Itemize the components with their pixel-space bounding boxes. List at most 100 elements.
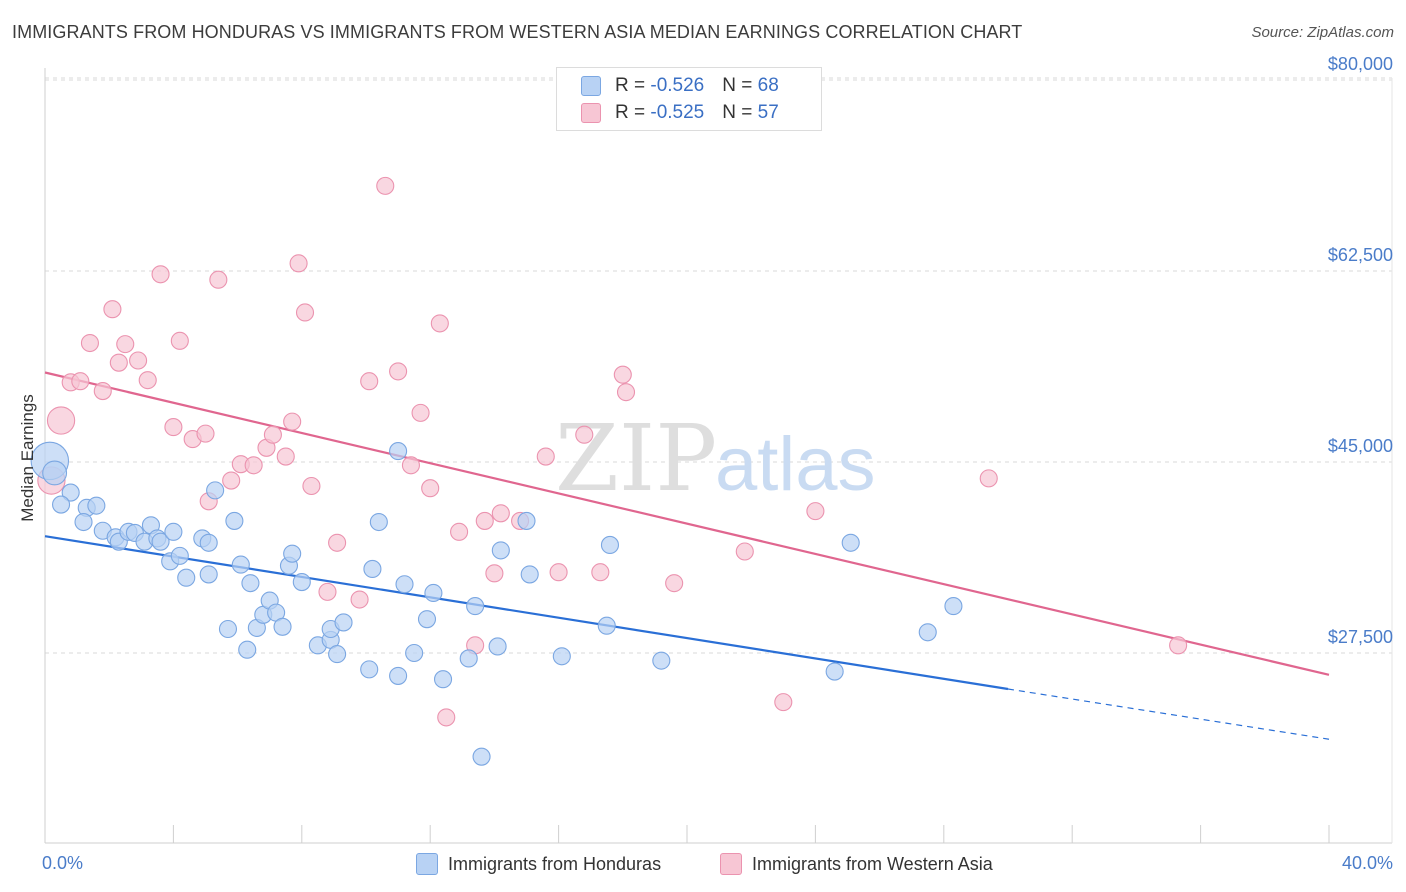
data-point-honduras[interactable] [841,533,860,552]
data-point-honduras[interactable] [600,535,620,554]
data-point-honduras[interactable] [151,532,170,551]
data-point-western_asia[interactable] [616,383,636,402]
data-point-honduras[interactable] [517,511,536,530]
data-point-honduras[interactable] [225,511,244,530]
data-point-honduras[interactable] [238,640,257,659]
data-point-western_asia[interactable] [665,574,684,593]
data-point-honduras[interactable] [424,583,443,603]
trend-line-extension-honduras [1007,688,1330,740]
data-point-western_asia[interactable] [350,590,369,609]
data-point-western_asia[interactable] [575,425,594,444]
data-point-honduras[interactable] [292,573,311,592]
data-point-western_asia[interactable] [591,563,610,582]
data-point-western_asia[interactable] [196,424,215,443]
data-point-western_asia[interactable] [283,412,302,431]
data-point-honduras[interactable] [825,662,844,681]
data-point-western_asia[interactable] [103,300,122,319]
data-point-western_asia[interactable] [80,333,99,353]
data-point-western_asia[interactable] [437,708,456,727]
data-point-honduras[interactable] [417,610,437,629]
data-point-western_asia[interactable] [806,502,825,521]
legend-item-western-asia[interactable]: Immigrants from Western Asia [720,851,993,877]
data-point-western_asia[interactable] [328,533,347,552]
data-point-western_asia[interactable] [129,351,148,370]
data-point-western_asia[interactable] [71,372,90,391]
data-point-honduras[interactable] [369,512,388,532]
data-point-western_asia[interactable] [222,471,241,490]
data-point-western_asia[interactable] [276,447,295,466]
data-point-honduras[interactable] [459,649,478,668]
data-point-western_asia[interactable] [263,425,282,444]
data-point-honduras[interactable] [334,613,353,632]
data-point-honduras[interactable] [360,660,379,679]
data-point-western_asia[interactable] [549,563,568,582]
data-point-western_asia[interactable] [318,582,337,601]
data-point-honduras[interactable] [231,555,250,574]
data-point-honduras[interactable] [164,522,183,541]
data-point-western_asia[interactable] [1169,636,1188,655]
data-point-western_asia[interactable] [151,265,170,284]
data-point-western_asia[interactable] [979,469,998,488]
legend-item-honduras[interactable]: Immigrants from Honduras [416,851,661,877]
data-point-western_asia[interactable] [421,479,440,498]
data-point-honduras[interactable] [520,565,539,584]
data-point-honduras[interactable] [218,619,238,639]
data-point-honduras[interactable] [433,670,453,689]
data-point-western_asia[interactable] [244,456,263,475]
data-point-honduras[interactable] [87,496,106,515]
data-point-honduras[interactable] [51,495,71,514]
data-point-western_asia[interactable] [411,403,430,422]
data-point-honduras[interactable] [170,546,189,565]
data-point-western_asia[interactable] [735,542,754,561]
data-point-honduras[interactable] [241,574,260,593]
data-point-western_asia[interactable] [613,365,632,384]
data-point-western_asia[interactable] [138,371,157,390]
data-point-western_asia[interactable] [170,331,189,350]
data-point-honduras[interactable] [405,643,424,663]
data-point-western_asia[interactable] [491,504,510,523]
data-point-western_asia[interactable] [450,522,469,541]
data-point-honduras[interactable] [283,544,302,563]
data-point-honduras[interactable] [389,442,408,461]
data-point-honduras[interactable] [199,565,218,584]
data-point-western_asia[interactable] [289,254,308,273]
data-point-western_asia[interactable] [209,270,228,289]
data-point-honduras[interactable] [363,559,382,579]
data-point-western_asia[interactable] [430,314,449,333]
data-point-western_asia[interactable] [774,693,793,712]
data-point-western_asia[interactable] [46,406,76,435]
data-point-honduras[interactable] [199,533,218,552]
data-point-honduras[interactable] [491,541,510,560]
trend-line-western_asia [44,371,1330,676]
data-point-honduras[interactable] [466,597,485,616]
data-point-honduras[interactable] [944,597,963,616]
data-point-honduras[interactable] [389,666,408,685]
data-point-western_asia[interactable] [376,176,395,195]
data-point-western_asia[interactable] [536,447,555,466]
data-point-honduras[interactable] [552,647,571,666]
data-point-western_asia[interactable] [485,564,504,583]
data-point-honduras[interactable] [472,747,491,766]
data-point-honduras[interactable] [918,623,937,642]
data-point-western_asia[interactable] [360,372,379,391]
data-point-honduras[interactable] [74,512,93,532]
data-point-western_asia[interactable] [401,456,420,475]
data-point-western_asia[interactable] [116,335,135,354]
data-point-honduras[interactable] [177,568,196,587]
data-point-honduras[interactable] [273,617,292,636]
data-point-honduras[interactable] [328,645,347,664]
data-point-honduras[interactable] [42,460,68,486]
data-point-honduras[interactable] [61,483,80,502]
data-point-western_asia[interactable] [164,418,183,437]
data-point-honduras[interactable] [395,575,414,594]
data-point-western_asia[interactable] [475,511,494,530]
data-point-western_asia[interactable] [295,303,315,322]
data-point-honduras[interactable] [597,616,616,635]
data-point-honduras[interactable] [652,651,671,670]
data-point-western_asia[interactable] [93,382,112,401]
data-point-western_asia[interactable] [302,476,321,496]
data-point-western_asia[interactable] [109,353,128,372]
data-point-western_asia[interactable] [389,362,408,381]
data-point-honduras[interactable] [488,637,507,656]
data-point-honduras[interactable] [206,481,225,500]
